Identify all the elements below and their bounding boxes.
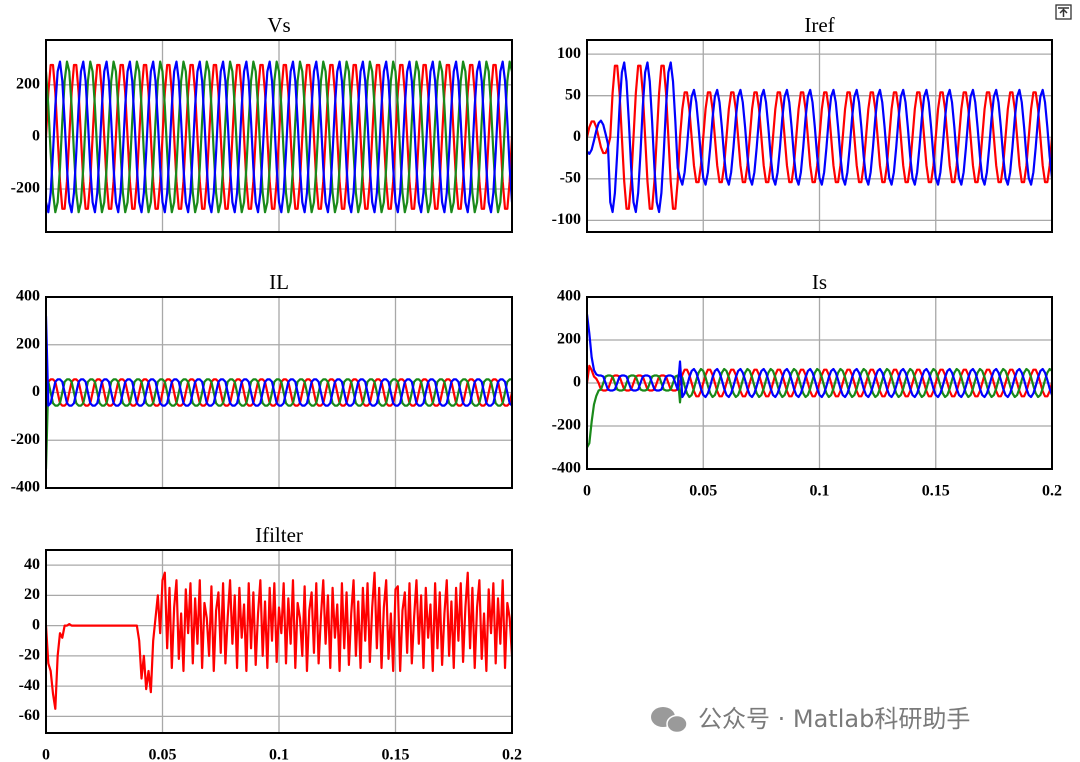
y-tick-label: -100: [552, 211, 581, 228]
signal-line: [46, 63, 512, 210]
y-tick-label: 0: [32, 128, 40, 145]
plot-frame: [45, 549, 513, 734]
y-tick-label: 50: [565, 86, 581, 103]
y-tick-label: 200: [557, 331, 581, 348]
y-tick-label: -200: [552, 417, 581, 434]
y-tick-label: 20: [24, 586, 40, 603]
x-tick-label: 0: [42, 747, 50, 762]
signal-line: [46, 316, 512, 407]
y-tick-label: 0: [573, 374, 581, 391]
y-tick-label: 200: [16, 75, 40, 92]
signal-line: [587, 364, 1052, 398]
y-tick-label: -400: [11, 479, 40, 496]
restore-button[interactable]: [1055, 4, 1072, 20]
scope-panel: Ifilter -60 -40 -20 0 20 40 0 0.05 0.1 0.15 0.2: [19, 523, 522, 762]
scope-panel: Is -400 -200 0 200 400 0 0.05 0.1 0.15 0.2: [552, 270, 1062, 500]
plot-frame: [45, 39, 513, 233]
y-tick-label: 0: [573, 128, 581, 145]
signal-line: [46, 378, 512, 407]
scope-panel: IL -400 -200 0 200 400: [11, 270, 513, 496]
x-tick-label: 0.15: [382, 747, 410, 762]
x-tick-label: 0.1: [269, 747, 289, 762]
signal-line: [46, 60, 512, 214]
watermark-icon: [666, 714, 688, 734]
y-tick-label: 40: [24, 556, 40, 573]
signal-line: [46, 60, 512, 214]
panel-title: Is: [812, 270, 827, 294]
scope-panel: Iref -100 -50 0 50 100: [552, 13, 1053, 233]
signal-line: [587, 314, 1052, 399]
x-tick-label: 0.15: [922, 483, 950, 500]
y-tick-label: -40: [19, 677, 40, 694]
signal-line: [587, 64, 1052, 210]
x-tick-label: 0.2: [1042, 483, 1062, 500]
y-tick-label: -200: [11, 431, 40, 448]
plot-frame: [586, 39, 1053, 233]
panel-title: Ifilter: [255, 523, 303, 547]
signal-line: [587, 367, 1052, 449]
y-tick-label: -50: [560, 169, 581, 186]
y-tick-label: -200: [11, 180, 40, 197]
plot-frame: [45, 296, 513, 489]
x-tick-label: 0.2: [502, 747, 522, 762]
y-tick-label: -400: [552, 460, 581, 477]
x-tick-label: 0: [583, 483, 591, 500]
y-tick-label: 200: [16, 335, 40, 352]
panel-title: Iref: [804, 13, 834, 37]
y-tick-label: -60: [19, 707, 40, 724]
x-tick-label: 0.1: [810, 483, 830, 500]
x-tick-label: 0.05: [689, 483, 717, 500]
watermark-text: 公众号 · Matlab科研助手: [698, 705, 970, 733]
y-tick-label: 0: [32, 383, 40, 400]
button-icon[interactable]: [1058, 7, 1069, 17]
panel-title: Vs: [267, 13, 290, 37]
scope-panel: Vs -200 0 200: [11, 13, 513, 233]
y-tick-label: 400: [557, 288, 581, 305]
signal-line: [587, 61, 1052, 214]
watermark: 公众号 · Matlab科研助手: [651, 705, 970, 734]
y-tick-label: 0: [32, 616, 40, 633]
signal-line: [46, 378, 512, 469]
y-tick-label: 100: [557, 45, 581, 62]
plot-frame: [586, 296, 1053, 470]
x-tick-label: 0.05: [149, 747, 177, 762]
y-tick-label: -20: [19, 647, 40, 664]
signal-line: [46, 571, 512, 710]
y-tick-label: 400: [16, 288, 40, 305]
panel-title: IL: [269, 270, 289, 294]
